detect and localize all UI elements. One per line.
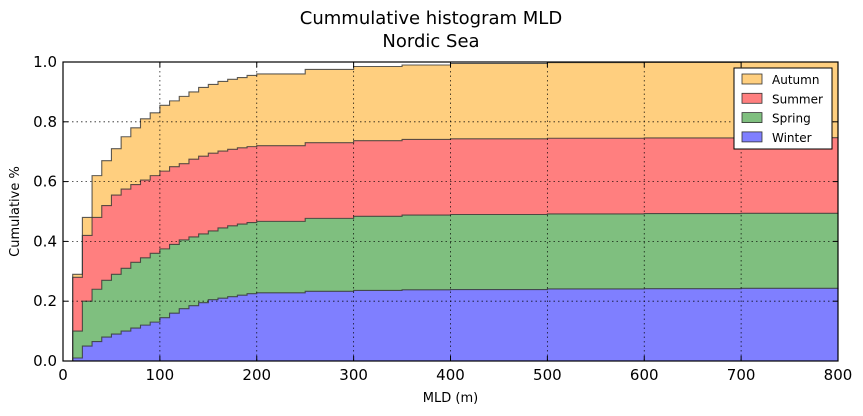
axis-ticks: 0 100 200 300 400 500 600 700 800 0.0 0.2 0.4 0.6 0.8…	[33, 53, 852, 384]
x-tick-label: 500	[533, 366, 562, 384]
x-axis-label: MLD (m)	[423, 391, 478, 406]
y-tick-label: 0.4	[33, 232, 57, 250]
legend-swatch-spring	[741, 112, 763, 123]
grid-lines	[63, 62, 838, 361]
y-tick-label: 0.0	[33, 352, 57, 370]
legend-swatch-summer	[741, 92, 763, 104]
y-axis-label: Cumulative %	[8, 166, 23, 257]
x-tick-label: 600	[630, 366, 659, 384]
y-tick-label: 0.6	[33, 173, 57, 191]
series-outline-spring	[63, 212, 839, 362]
x-tick-label: 100	[146, 366, 175, 384]
chart-title: Cummulative histogram MLD	[300, 8, 562, 29]
y-tick-label: 1.0	[33, 53, 57, 71]
legend-swatch-winter	[741, 131, 763, 143]
legend-label-winter: Winter	[772, 131, 812, 145]
series-outline-summer	[63, 137, 839, 362]
x-tick-label: 400	[436, 366, 465, 384]
legend: Autumn Summer Spring Winter	[733, 67, 833, 150]
legend-label-autumn: Autumn	[772, 73, 819, 87]
legend-label-summer: Summer	[772, 92, 823, 106]
chart-subtitle: Nordic Sea	[382, 31, 479, 52]
legend-swatch-autumn	[741, 73, 763, 85]
y-tick-label: 0.2	[33, 292, 57, 310]
series-outline-winter	[63, 287, 839, 362]
series-outline-autumn	[63, 61, 838, 362]
y-tick-label: 0.8	[33, 113, 57, 131]
x-tick-label: 700	[727, 366, 756, 384]
x-tick-label: 300	[339, 366, 368, 384]
x-tick-label: 800	[824, 366, 853, 384]
x-tick-label: 0	[58, 366, 68, 384]
x-tick-label: 200	[242, 366, 271, 384]
legend-label-spring: Spring	[772, 112, 811, 126]
